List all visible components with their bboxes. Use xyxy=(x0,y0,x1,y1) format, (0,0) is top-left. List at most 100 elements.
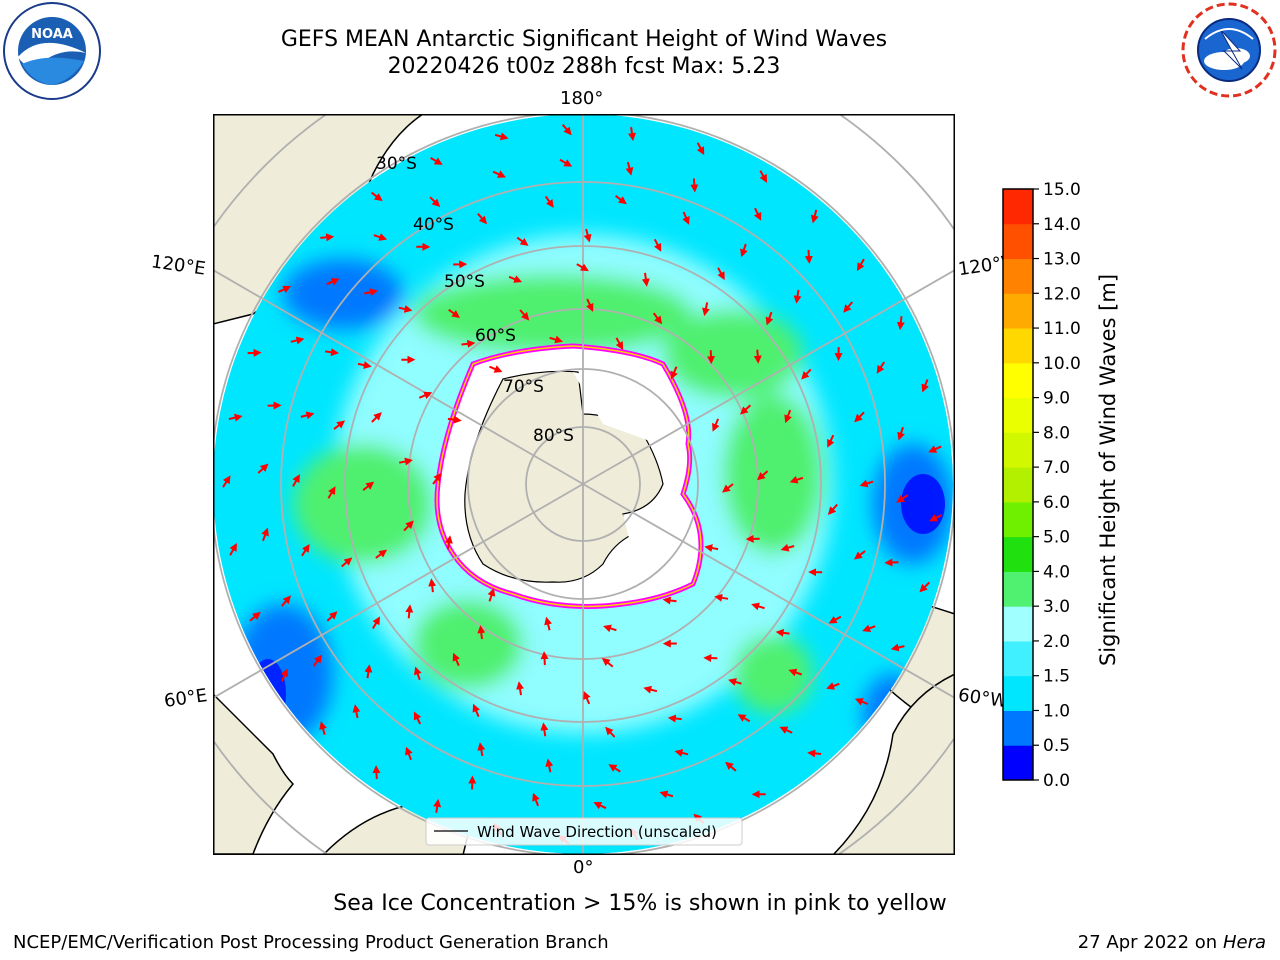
wind-wave-arrow xyxy=(810,209,819,224)
wind-wave-arrow xyxy=(326,278,340,286)
wind-wave-arrow xyxy=(373,233,388,241)
wind-wave-arrow xyxy=(751,602,765,611)
map-title: GEFS MEAN Antarctic Significant Height o… xyxy=(280,27,888,52)
lon-label-120e: 120°E xyxy=(149,251,207,280)
wind-wave-arrow xyxy=(516,236,529,246)
colorbar-tick-label: 11.0 xyxy=(1043,319,1081,339)
wind-wave-arrow xyxy=(300,411,315,420)
wind-wave-arrow xyxy=(826,682,840,690)
wind-wave-arrow xyxy=(370,191,383,202)
wind-wave-arrow xyxy=(429,196,441,207)
wind-wave-arrow xyxy=(452,652,460,667)
wind-wave-arrow xyxy=(603,624,617,633)
colorbar-block xyxy=(1003,362,1033,399)
colorbar-block xyxy=(1003,536,1033,572)
wind-wave-arrow xyxy=(754,207,762,221)
wind-wave-arrow xyxy=(492,170,506,178)
wind-wave-arrow xyxy=(897,426,905,441)
wind-wave-arrow xyxy=(375,549,388,559)
legend-label: Wind Wave Direction (unscaled) xyxy=(477,823,717,841)
wind-wave-arrow xyxy=(583,691,591,705)
colorbar-block xyxy=(1003,328,1033,364)
wind-wave-arrow xyxy=(364,664,373,679)
wind-wave-arrow xyxy=(856,258,865,272)
colorbar-tick-label: 2.0 xyxy=(1043,632,1070,652)
wind-wave-arrow xyxy=(352,704,361,719)
wind-wave-arrow xyxy=(544,616,553,631)
wind-wave-arrow xyxy=(641,272,650,287)
wind-wave-arrow xyxy=(854,411,865,423)
wind-wave-arrow xyxy=(277,285,292,294)
wind-wave-arrow xyxy=(807,749,822,758)
wind-wave-arrow xyxy=(301,543,310,557)
wind-wave-arrow xyxy=(714,593,729,602)
colorbar-tick-label: 3.0 xyxy=(1043,597,1070,617)
wind-wave-arrow xyxy=(827,503,838,515)
wind-wave-arrow xyxy=(862,624,876,633)
wind-wave-arrow xyxy=(605,726,616,738)
wind-wave-arrow xyxy=(364,288,379,297)
colorbar-tick-label: 0.5 xyxy=(1043,736,1070,756)
wind-wave-arrow xyxy=(653,238,662,252)
wind-wave-arrow xyxy=(399,457,413,466)
wind-wave-arrow xyxy=(398,305,413,313)
lon-label-0: 0° xyxy=(573,857,594,878)
colorbar-block xyxy=(1003,432,1033,468)
wind-wave-arrow xyxy=(428,578,437,593)
wind-wave-arrow xyxy=(320,233,335,242)
wind-wave-arrow xyxy=(371,412,382,423)
wind-wave-arrow xyxy=(788,668,803,677)
noaa-logo-icon: NOAA xyxy=(3,2,101,100)
wind-wave-arrow xyxy=(601,657,614,668)
sea-ice-caption: Sea Ice Concentration > 15% is shown in … xyxy=(333,891,947,916)
colorbar-block xyxy=(1003,189,1033,225)
wind-wave-arrow xyxy=(739,404,752,415)
wind-wave-arrow xyxy=(576,263,589,272)
wind-wave-arrow xyxy=(489,365,503,373)
footer-machine: Hera xyxy=(1222,932,1266,953)
wind-wave-arrow xyxy=(477,213,488,225)
colorbar-tick-label: 4.0 xyxy=(1043,562,1070,582)
footer-date: 27 Apr 2022 on Hera xyxy=(1078,932,1266,953)
wind-wave-arrow xyxy=(628,127,636,142)
wind-wave-arrow xyxy=(405,746,413,761)
wind-wave-arrows xyxy=(222,123,943,845)
wind-wave-arrow xyxy=(413,711,422,725)
wind-wave-arrow xyxy=(854,698,869,706)
wind-wave-arrow xyxy=(784,409,792,424)
wind-wave-arrow xyxy=(728,678,742,686)
wind-wave-arrow xyxy=(854,550,866,560)
wind-wave-arrow xyxy=(494,132,509,141)
wind-wave-arrow xyxy=(372,765,381,780)
wind-wave-arrow xyxy=(519,309,530,321)
wind-wave-arrow xyxy=(257,463,269,474)
wind-wave-arrow xyxy=(433,798,442,813)
wind-wave-arrow xyxy=(444,535,453,550)
wind-wave-arrow xyxy=(228,413,243,422)
wind-wave-arrow xyxy=(544,195,554,208)
wind-wave-arrow xyxy=(362,481,375,491)
lat-label-80s: 80°S xyxy=(533,426,574,446)
wind-wave-arrow xyxy=(775,628,790,637)
wind-wave-arrow xyxy=(737,714,751,723)
wind-wave-arrow xyxy=(418,391,433,400)
map-subtitle: 20220426 t00z 288h fcst Max: 5.23 xyxy=(387,54,781,79)
colorbar-tick-label: 6.0 xyxy=(1043,493,1070,513)
lat-label-70s: 70°S xyxy=(503,377,544,397)
wind-wave-arrow xyxy=(583,228,592,243)
lat-label-30s: 30°S xyxy=(376,154,417,174)
wind-wave-arrow xyxy=(827,434,835,448)
wind-wave-arrow xyxy=(779,726,793,734)
wind-wave-arrow xyxy=(545,758,554,773)
wind-wave-arrow xyxy=(615,337,624,351)
colorbar-block xyxy=(1003,467,1033,503)
wind-wave-arrow xyxy=(249,611,261,622)
wind-wave-arrow xyxy=(928,445,942,453)
wind-wave-arrow xyxy=(759,170,768,183)
wind-wave-arrow xyxy=(789,475,804,484)
wind-wave-arrow xyxy=(430,157,443,165)
colorbar-block xyxy=(1003,745,1033,781)
wind-wave-arrow xyxy=(472,703,480,717)
wind-wave-arrow xyxy=(929,514,943,522)
colorbar-tick-label: 1.5 xyxy=(1043,667,1070,687)
